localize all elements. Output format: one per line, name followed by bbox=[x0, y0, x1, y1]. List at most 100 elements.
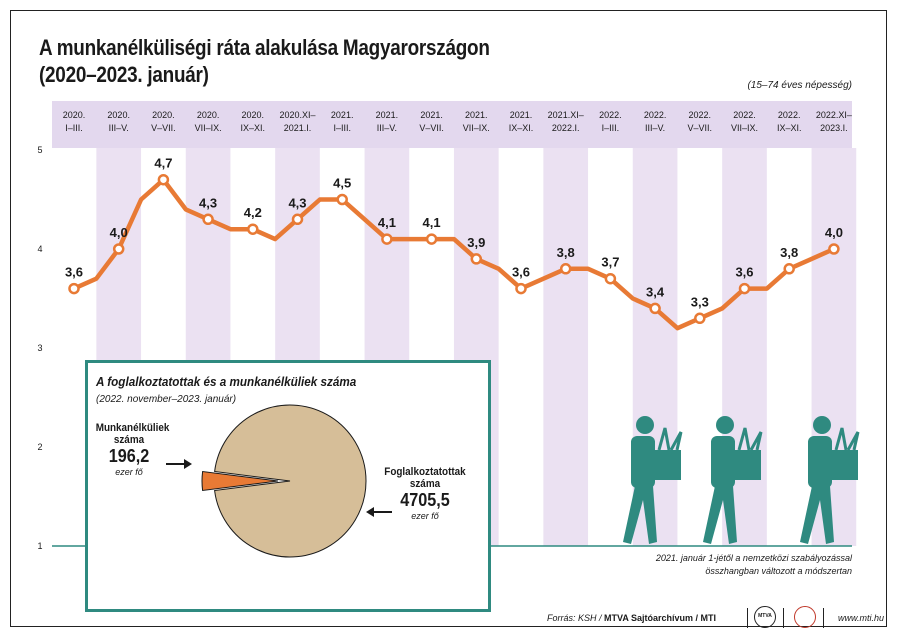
y-tick-label: 5 bbox=[37, 145, 42, 155]
unemployed-arrow bbox=[166, 459, 192, 469]
period-label: V–VII. bbox=[151, 123, 176, 133]
period-label: VII–IX. bbox=[195, 123, 222, 133]
period-label: 2020. bbox=[63, 110, 86, 120]
series-points bbox=[68, 173, 840, 325]
header-strip bbox=[52, 101, 852, 148]
period-label: 2021. bbox=[376, 110, 399, 120]
period-label: V–VII. bbox=[419, 123, 444, 133]
data-label: 3,3 bbox=[691, 294, 709, 309]
data-label: 3,8 bbox=[780, 245, 798, 260]
period-label: 2021. bbox=[420, 110, 443, 120]
period-label: VII–IX. bbox=[463, 123, 490, 133]
period-label: I–III. bbox=[602, 123, 620, 133]
period-label: 2022. bbox=[644, 110, 667, 120]
separator bbox=[783, 608, 784, 628]
period-label: IX–XI. bbox=[241, 123, 266, 133]
data-label: 4,2 bbox=[244, 205, 262, 220]
unemployed-slice bbox=[201, 470, 279, 492]
period-label: 2022. bbox=[689, 110, 712, 120]
chart-title: A munkanélküliségi ráta alakulása Magyar… bbox=[39, 35, 490, 87]
unemployed-value: 196,2 bbox=[108, 446, 150, 466]
period-label: 2021.I. bbox=[284, 123, 312, 133]
data-label: 3,7 bbox=[601, 255, 619, 270]
data-point bbox=[425, 233, 438, 245]
employed-label: Foglalkoztatottak száma 4705,5 ezer fő bbox=[376, 466, 474, 521]
data-labels: 3,6 4,0 4,7 4,3 4,2 4,3 4,5 4,1 4,1 3,9 3,6 3,8 3,7 3… bbox=[65, 156, 843, 310]
unemployment-rate-line bbox=[71, 177, 837, 331]
mti-logo bbox=[794, 606, 816, 628]
methodology-note: 2021. január 1-jétől a nemzetközi szabál… bbox=[655, 553, 852, 576]
y-tick-label: 4 bbox=[37, 244, 42, 254]
period-label: 2021. bbox=[331, 110, 354, 120]
chart-subtitle: (15–74 éves népesség) bbox=[747, 80, 852, 91]
period-label: III–V. bbox=[377, 123, 397, 133]
period-label: VII–IX. bbox=[731, 123, 758, 133]
data-point bbox=[157, 173, 170, 186]
y-tick-label: 1 bbox=[37, 541, 42, 551]
y-tick-label: 3 bbox=[37, 343, 42, 353]
data-label: 4,7 bbox=[154, 156, 172, 171]
data-point bbox=[291, 213, 304, 226]
employed-arrow bbox=[366, 507, 392, 517]
period-label: 2020. bbox=[152, 110, 175, 120]
mtva-logo: MTVA bbox=[754, 606, 776, 628]
period-label: 2022. bbox=[599, 110, 622, 120]
data-point bbox=[515, 282, 527, 295]
data-label: 4,0 bbox=[110, 225, 128, 240]
website-link[interactable]: www.mti.hu bbox=[838, 613, 885, 623]
period-label: 2023.I. bbox=[820, 123, 848, 133]
period-label: 2022. bbox=[733, 110, 756, 120]
separator bbox=[823, 608, 824, 628]
inset-title: A foglalkoztatottak és a munkanélküliek … bbox=[96, 374, 357, 389]
period-label: 2022.I. bbox=[552, 123, 580, 133]
employed-value: 4705,5 bbox=[400, 490, 450, 510]
data-label: 3,4 bbox=[646, 284, 665, 299]
period-label: 2021. bbox=[510, 110, 533, 120]
data-label: 4,3 bbox=[288, 195, 306, 210]
data-point bbox=[694, 312, 706, 325]
data-point bbox=[247, 223, 259, 235]
data-label: 4,3 bbox=[199, 195, 217, 210]
period-label: 2022.XI– bbox=[816, 110, 852, 120]
data-point bbox=[68, 282, 80, 295]
separator bbox=[747, 608, 748, 628]
data-point bbox=[112, 243, 125, 255]
data-point bbox=[381, 233, 393, 245]
data-label: 4,1 bbox=[378, 215, 396, 230]
data-point bbox=[336, 193, 348, 206]
series-line bbox=[71, 177, 837, 331]
period-label: 2020. bbox=[197, 110, 220, 120]
y-tick-label: 2 bbox=[37, 442, 42, 452]
period-label: V–VII. bbox=[688, 123, 713, 133]
period-label: I–III. bbox=[65, 123, 83, 133]
source-credit: Forrás: KSH / MTVA Sajtóarchívum / MTI bbox=[547, 613, 717, 623]
employed-slice bbox=[214, 404, 367, 558]
data-label: 4,1 bbox=[423, 215, 441, 230]
period-label: I–III. bbox=[333, 123, 351, 133]
period-label: 2021. bbox=[465, 110, 488, 120]
data-point bbox=[202, 213, 214, 226]
worker-figure bbox=[623, 416, 683, 544]
period-label: 2022. bbox=[778, 110, 801, 120]
data-label: 4,5 bbox=[333, 176, 351, 191]
unemployed-label: Munkanélküliek száma 196,2 ezer fő bbox=[95, 422, 170, 477]
data-label: 4,0 bbox=[825, 225, 843, 240]
worker-figure bbox=[800, 416, 860, 544]
period-label: III–V. bbox=[645, 123, 665, 133]
period-label: 2020.XI– bbox=[279, 110, 315, 120]
period-header: 2020. I–III. 2020. III–V. 2020. V–VII. 2020. VI… bbox=[52, 101, 852, 148]
worker-figure bbox=[703, 416, 763, 544]
period-label: IX–XI. bbox=[509, 123, 534, 133]
data-point bbox=[738, 282, 751, 295]
period-label: 2020. bbox=[107, 110, 130, 120]
data-label: 3,8 bbox=[557, 245, 575, 260]
period-label: IX–XI. bbox=[777, 123, 802, 133]
data-label: 3,9 bbox=[467, 235, 485, 250]
data-point bbox=[559, 263, 572, 275]
data-point bbox=[783, 263, 795, 275]
period-label: 2021.XI– bbox=[548, 110, 584, 120]
data-label: 3,6 bbox=[65, 265, 83, 280]
data-label: 3,6 bbox=[512, 265, 530, 280]
data-point bbox=[828, 243, 840, 255]
